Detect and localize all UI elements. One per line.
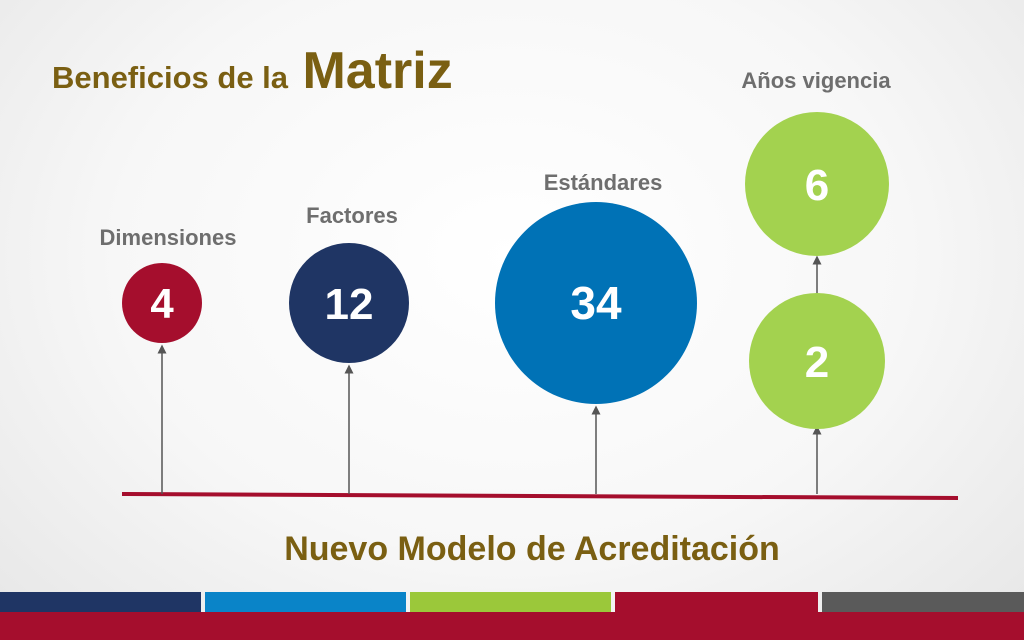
value-estandares: 34 [570, 277, 622, 329]
footer-stripes [0, 592, 1024, 612]
value-factores: 12 [325, 280, 374, 329]
value-vigencia-upper: 6 [805, 161, 829, 210]
title-prefix: Beneficios de la [52, 60, 289, 95]
label-factores: Factores [306, 203, 398, 228]
circle-vigencia-lower [749, 293, 885, 429]
circle-vigencia-upper [745, 112, 889, 256]
circle-factores [289, 243, 409, 363]
baseline [121, 492, 959, 500]
value-dimensiones: 4 [150, 280, 174, 327]
footer-stripe-3 [410, 592, 611, 612]
label-anos-vigencia: Años vigencia [741, 68, 891, 93]
caption: Nuevo Modelo de Acreditación [284, 530, 780, 568]
circle-dimensiones [122, 263, 202, 343]
title-emphasis: Matriz [302, 42, 452, 100]
footer-stripe-1 [0, 592, 201, 612]
label-estandares: Estándares [544, 170, 663, 195]
footer-stripe-2 [205, 592, 406, 612]
footer-stripe-4 [615, 592, 818, 612]
page-title: Beneficios de la Matriz [52, 42, 453, 100]
label-dimensiones: Dimensiones [100, 225, 237, 250]
circle-estandares [495, 202, 697, 404]
value-vigencia-lower: 2 [805, 338, 829, 387]
footer-bar [0, 612, 1024, 640]
footer-stripe-5 [822, 592, 1024, 612]
